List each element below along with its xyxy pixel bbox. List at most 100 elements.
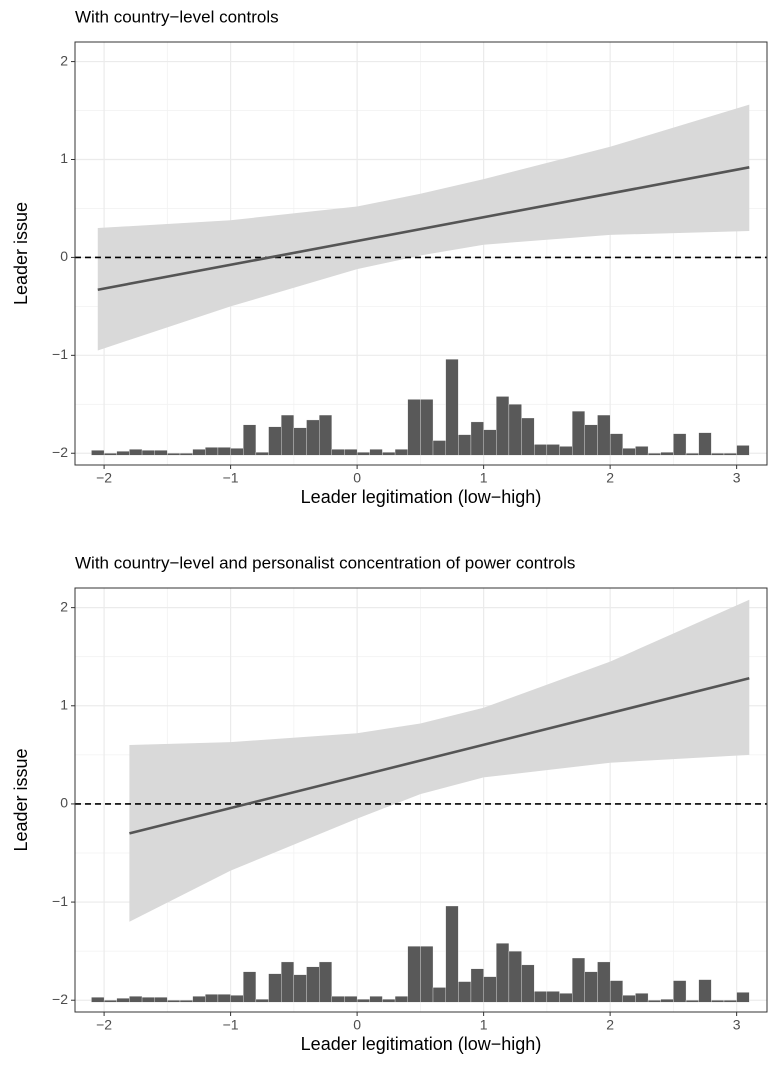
histogram-bar [711,1000,725,1003]
histogram-bar [331,449,345,456]
histogram-bar [420,399,434,456]
histogram-bar [344,449,358,456]
histogram-bar [496,396,510,456]
histogram-bar [559,993,573,1003]
histogram-bar [230,448,244,456]
histogram-bar [597,961,611,1003]
histogram-bar [268,973,282,1003]
histogram-bar [711,453,725,456]
histogram-bar [407,946,421,1003]
histogram-bar [723,1000,737,1003]
histogram-bar [458,434,472,456]
histogram-bar [647,1000,661,1003]
histogram-bar [141,450,155,456]
histogram-bar [445,905,459,1003]
x-tick-label: 2 [606,470,614,486]
histogram-bar [635,993,649,1003]
histogram-bar [660,999,674,1003]
histogram-bar [154,450,168,456]
histogram-bar [268,426,282,456]
histogram-bar [255,999,269,1003]
y-axis-title: Leader issue [11,748,31,851]
histogram-bar [723,453,737,456]
histogram-bar [470,968,484,1003]
histogram-bar [584,424,598,456]
x-tick-label: 2 [606,1017,614,1033]
histogram-bar [508,404,522,456]
histogram-bar [546,991,560,1003]
histogram-bar [91,450,105,456]
x-tick-label: 1 [480,1017,488,1033]
histogram-bar [534,444,548,456]
histogram-bar [382,999,396,1003]
histogram-bar [179,1000,193,1003]
histogram-bar [635,446,649,456]
x-tick-label: 0 [353,470,361,486]
histogram-bar [217,447,231,456]
x-tick-label: −2 [96,1017,112,1033]
histogram-bar [597,414,611,456]
histogram-bar [685,1000,699,1003]
histogram-bar [572,957,585,1003]
histogram-bar [673,433,687,456]
histogram-bar [546,444,560,456]
histogram-bar [192,996,206,1003]
histogram-bar [572,410,585,456]
x-tick-label: −1 [223,1017,239,1033]
histogram-bar [584,971,598,1003]
fit-line [97,166,750,292]
plot-border [74,587,768,1013]
histogram-bar [394,996,408,1003]
histogram-bar [91,997,105,1003]
panel-title: With country−level and personalist conce… [75,553,575,572]
histogram-bar [622,995,636,1003]
x-tick-label: 1 [480,470,488,486]
x-axis-title: Leader legitimation (low−high) [301,1034,542,1054]
histogram-bar [192,449,206,456]
fit-line [129,677,750,835]
histogram-bar [407,399,421,456]
histogram-bar [698,979,712,1003]
histogram-bar [445,359,459,456]
y-tick-label: 2 [60,598,68,614]
histogram-bar [255,452,269,456]
histogram-bar [432,987,446,1003]
x-axis-title: Leader legitimation (low−high) [301,487,542,507]
histogram-bar [432,440,446,456]
histogram-bar [470,421,484,456]
y-tick-label: 0 [60,248,68,264]
plot-border [74,41,768,466]
histogram-bar [609,433,623,456]
histogram-bar [129,996,143,1003]
histogram-bar [205,994,219,1003]
histogram-bar [521,417,535,456]
histogram-bar [673,980,687,1003]
histogram-bar [356,999,370,1003]
histogram-bar [243,971,257,1003]
histogram-bar [609,980,623,1003]
histogram-bar [685,453,699,456]
y-tick-label: −2 [52,991,68,1007]
y-tick-label: 0 [60,795,68,811]
panel-title: With country−level controls [75,7,279,26]
histogram-bar [217,994,231,1003]
histogram-bar [356,452,370,456]
histogram-bar [205,447,219,456]
histogram-bar [394,449,408,456]
histogram-bar [154,997,168,1003]
y-tick-label: −2 [52,444,68,460]
y-axis-title: Leader issue [11,202,31,305]
histogram-bar [141,997,155,1003]
x-tick-label: −2 [96,470,112,486]
histogram-bar [736,445,750,456]
confidence-band [129,599,750,922]
histogram-bar [382,452,396,456]
histogram-bar [483,976,497,1003]
histogram-bar [369,996,383,1003]
histogram-bar [647,453,661,456]
y-tick-label: −1 [52,346,68,362]
histogram-bar [698,432,712,456]
histogram-bar [496,943,510,1003]
histogram-bar [230,995,244,1003]
